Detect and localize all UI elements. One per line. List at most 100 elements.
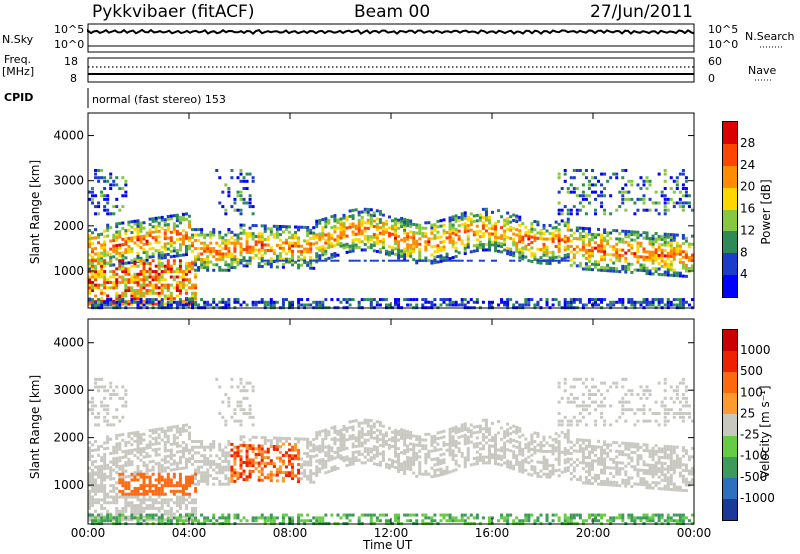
velocity-cell	[324, 471, 327, 474]
velocity-cell	[358, 425, 361, 428]
velocity-cell	[552, 472, 555, 475]
power-cell	[136, 238, 139, 241]
power-cell	[403, 256, 406, 259]
power-cell	[288, 242, 291, 245]
power-cell	[100, 191, 103, 194]
power-cell	[227, 263, 230, 266]
velocity-cell	[358, 519, 361, 522]
power-cell	[243, 176, 246, 179]
velocity-cell	[209, 449, 212, 452]
power-cell	[512, 243, 515, 246]
velocity-cell	[570, 519, 573, 522]
power-cell	[121, 281, 124, 284]
power-cell	[339, 236, 342, 239]
velocity-cell	[246, 444, 249, 447]
power-cell	[143, 292, 146, 295]
velocity-cell	[573, 385, 576, 388]
power-cell	[236, 242, 239, 245]
power-cell	[258, 257, 261, 260]
velocity-cell	[430, 458, 433, 461]
velocity-cell	[167, 473, 170, 476]
power-cell	[179, 265, 182, 268]
power-cell	[482, 246, 485, 249]
power-cell	[488, 216, 491, 219]
power-cell	[615, 267, 618, 270]
power-cell	[140, 270, 143, 273]
velocity-cell	[585, 470, 588, 473]
power-cell	[430, 232, 433, 235]
velocity-cell	[106, 435, 109, 438]
power-cell	[227, 269, 230, 272]
power-cell	[443, 224, 446, 227]
power-cell	[494, 244, 497, 247]
power-cell	[300, 298, 303, 301]
power-cell	[482, 248, 485, 251]
power-cell	[600, 205, 603, 208]
velocity-cell	[503, 456, 506, 459]
power-cell	[288, 258, 291, 261]
velocity-cell	[488, 516, 491, 519]
velocity-cell	[167, 429, 170, 432]
power-cell	[467, 240, 470, 243]
velocity-cell	[264, 442, 267, 445]
velocity-cell	[270, 442, 273, 445]
power-cell	[218, 301, 221, 304]
velocity-cell	[103, 467, 106, 470]
power-cell	[339, 245, 342, 248]
power-cell	[124, 289, 127, 292]
velocity-cell	[124, 516, 127, 519]
power-cell	[124, 194, 127, 197]
velocity-cell	[536, 519, 539, 522]
power-cell	[464, 222, 467, 225]
power-cell	[155, 265, 158, 268]
power-cell	[94, 173, 97, 176]
velocity-cell	[570, 514, 573, 517]
velocity-cell	[194, 519, 197, 522]
power-cell	[343, 235, 346, 238]
velocity-cell	[158, 496, 161, 499]
power-cell	[206, 303, 209, 306]
power-cell	[252, 224, 255, 227]
velocity-cell	[515, 446, 518, 449]
velocity-cell	[576, 464, 579, 467]
velocity-cell	[439, 431, 442, 434]
power-cell	[470, 250, 473, 253]
power-cell	[370, 214, 373, 217]
velocity-cell	[470, 514, 473, 517]
power-cell	[433, 223, 436, 226]
velocity-cell	[185, 519, 188, 522]
velocity-cell	[497, 431, 500, 434]
velocity-cell	[215, 454, 218, 457]
power-cell	[282, 301, 285, 304]
velocity-cell	[112, 484, 115, 487]
power-cell	[218, 176, 221, 179]
velocity-cell	[270, 471, 273, 474]
velocity-cell	[579, 447, 582, 450]
power-cell	[236, 298, 239, 301]
velocity-cell	[579, 450, 582, 453]
power-cell	[273, 249, 276, 252]
velocity-cell	[361, 422, 364, 425]
velocity-cell	[576, 397, 579, 400]
power-cell	[576, 229, 579, 232]
power-cell	[173, 222, 176, 225]
power-cell	[397, 251, 400, 254]
velocity-cell	[94, 416, 97, 419]
power-cell	[579, 209, 582, 212]
power-cell	[552, 240, 555, 243]
velocity-cell	[364, 450, 367, 453]
power-cell	[530, 230, 533, 233]
velocity-cell	[358, 436, 361, 439]
power-cell	[203, 250, 206, 253]
power-cell	[485, 243, 488, 246]
velocity-cell	[167, 460, 170, 463]
power-cell	[615, 248, 618, 251]
power-cell	[615, 301, 618, 304]
power-cell	[191, 262, 194, 265]
power-cell	[170, 294, 173, 297]
power-cell	[267, 249, 270, 252]
velocity-cell	[609, 458, 612, 461]
power-cell	[306, 234, 309, 237]
velocity-cell	[597, 460, 600, 463]
power-cell	[591, 249, 594, 252]
